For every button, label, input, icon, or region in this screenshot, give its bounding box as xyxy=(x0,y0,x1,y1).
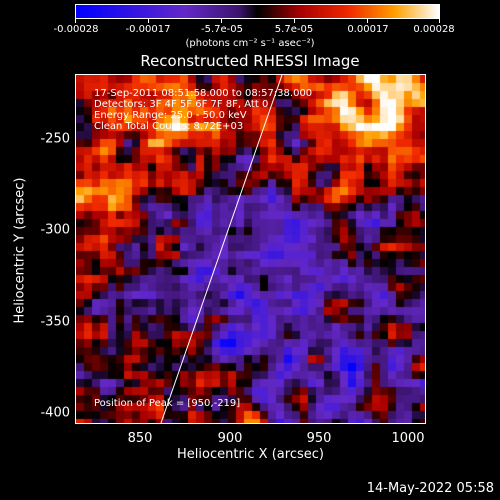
solar-limb-line xyxy=(160,75,283,423)
x-tick-label: 950 xyxy=(306,431,332,446)
y-tick-label: -250 xyxy=(40,131,70,147)
colorbar-tick-mark xyxy=(367,19,368,23)
energy-range-text: Energy Range: 25.0 - 50.0 keV xyxy=(94,110,247,121)
y-tick-label: -350 xyxy=(40,314,70,330)
colorbar-tick-label: -0.00017 xyxy=(125,24,171,35)
colorbar xyxy=(75,4,440,19)
x-axis-label: Heliocentric X (arcsec) xyxy=(177,447,324,462)
x-tick-label: 1000 xyxy=(391,431,425,446)
detectors-text: Detectors: 3F 4F 5F 6F 7F 8F, Att 0 xyxy=(94,99,269,110)
y-tick-label: -400 xyxy=(40,405,70,421)
x-tick-label: 900 xyxy=(217,431,243,446)
colorbar-tick-mark xyxy=(439,19,440,23)
colorbar-tick-mark xyxy=(75,19,76,23)
clean-counts-text: Clean Total Counts: 8.72E+03 xyxy=(94,121,244,132)
colorbar-tick-label: 0.00017 xyxy=(347,24,389,35)
colorbar-units: (photons cm⁻² s⁻¹ asec⁻²) xyxy=(185,38,315,49)
peak-position-text: Position of Peak = [950,-219] xyxy=(94,398,241,409)
colorbar-tick-label: 5.7e-05 xyxy=(274,24,314,35)
y-axis-label: Heliocentric Y (arcsec) xyxy=(12,177,28,324)
rhessi-image-heatmap xyxy=(76,75,425,423)
plot-title: Reconstructed RHESSI Image xyxy=(140,52,360,70)
time-range-text: 17-Sep-2011 08:51:58.000 to 08:57:38.000 xyxy=(94,88,313,99)
x-tick-label: 850 xyxy=(127,431,153,446)
timestamp: 14-May-2022 05:58 xyxy=(366,481,494,496)
colorbar-tick-label: 0.00028 xyxy=(413,24,455,35)
colorbar-tick-mark xyxy=(221,19,222,23)
colorbar-tick-mark xyxy=(148,19,149,23)
colorbar-tick-label: -5.7e-05 xyxy=(201,24,243,35)
y-tick-label: -300 xyxy=(40,222,70,238)
colorbar-tick-mark xyxy=(294,19,295,23)
rhessi-image-plot xyxy=(75,74,426,424)
limb-overlay xyxy=(160,75,283,423)
colorbar-tick-label: -0.00028 xyxy=(53,24,99,35)
